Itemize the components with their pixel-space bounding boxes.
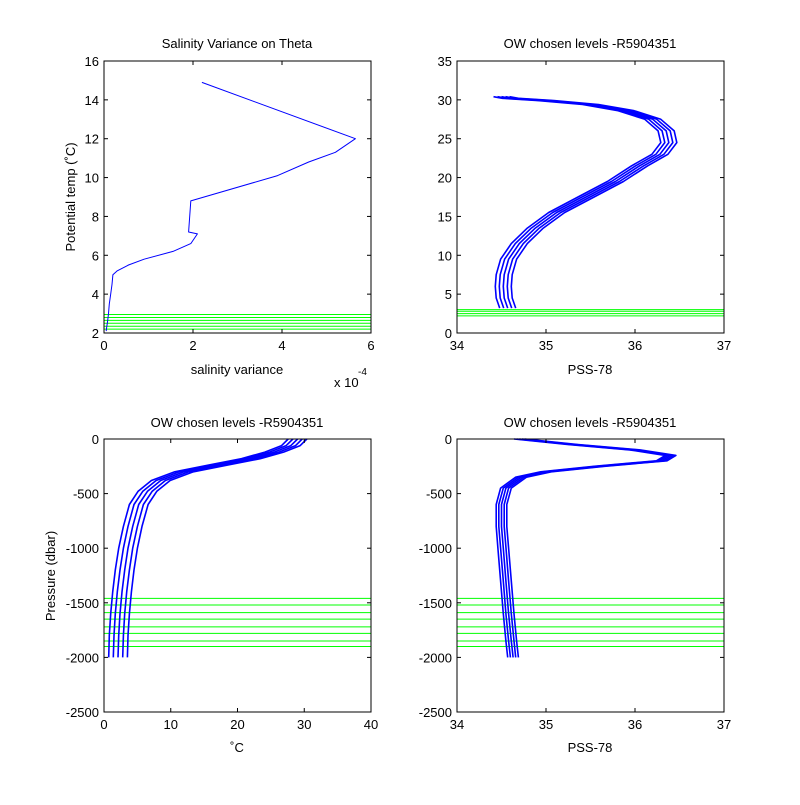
y-tick-label: -500 — [73, 487, 99, 502]
y-tick-label: 8 — [92, 209, 99, 224]
profile-band-line — [505, 438, 677, 658]
axes-frame — [103, 60, 372, 334]
x-tick-label: 30 — [297, 717, 311, 732]
y-tick-label: -1500 — [419, 596, 452, 611]
x-exponent-base: x 10 — [334, 375, 359, 390]
x-tick-label: 34 — [450, 717, 464, 732]
y-axis-label: Potential temp (˚C) — [63, 142, 78, 251]
profile-band-line — [503, 438, 675, 658]
y-tick-label: 2 — [92, 326, 99, 341]
y-tick-label: 6 — [92, 248, 99, 263]
profile-band-line — [112, 438, 294, 658]
y-tick-label: -500 — [426, 487, 452, 502]
y-tick-label: -1000 — [66, 541, 99, 556]
x-tick-label: 4 — [278, 338, 285, 353]
y-tick-label: 25 — [438, 132, 452, 147]
x-tick-label: 40 — [364, 717, 378, 732]
y-tick-label: 14 — [85, 93, 99, 108]
y-tick-label: -2000 — [419, 650, 452, 665]
x-tick-label: 2 — [189, 338, 196, 353]
panel-title: OW chosen levels -R5904351 — [504, 36, 677, 51]
profile-band-line — [505, 95, 674, 309]
x-tick-label: 35 — [539, 338, 553, 353]
x-tick-label: 36 — [628, 338, 642, 353]
x-tick-label: 37 — [717, 338, 731, 353]
axes-frame — [456, 438, 725, 713]
x-tick-label: 6 — [367, 338, 374, 353]
profile-line — [105, 81, 356, 332]
x-tick-label: 0 — [100, 338, 107, 353]
y-tick-label: 0 — [92, 432, 99, 447]
profile-band-line — [126, 438, 308, 658]
y-tick-label: -1000 — [419, 541, 452, 556]
x-tick-label: 35 — [539, 717, 553, 732]
x-tick-label: 20 — [230, 717, 244, 732]
y-tick-label: 12 — [85, 132, 99, 147]
panel-pressure-salinity: OW chosen levels -R5904351 PSS-78 34 35 36… — [419, 415, 731, 755]
y-tick-label: 0 — [445, 326, 452, 341]
y-tick-label: 15 — [438, 209, 452, 224]
y-tick-label: 20 — [438, 171, 452, 186]
panel-theta-salinity: OW chosen levels -R5904351 PSS-78 34 35 36… — [438, 36, 732, 377]
panel-pressure-temperature: OW chosen levels -R5904351 ˚C Pressure (… — [43, 415, 378, 755]
x-axis-label: PSS-78 — [568, 740, 613, 755]
x-axis-label: PSS-78 — [568, 362, 613, 377]
y-tick-label: 30 — [438, 93, 452, 108]
x-tick-label: 0 — [100, 717, 107, 732]
x-axis-label: salinity variance — [191, 362, 284, 377]
x-tick-label: 34 — [450, 338, 464, 353]
y-tick-label: -2500 — [66, 705, 99, 720]
profile-band-line — [495, 438, 667, 658]
profile-band-line — [107, 438, 289, 658]
profile-band-line — [121, 438, 303, 658]
y-tick-label: -2000 — [66, 650, 99, 665]
y-tick-label: 5 — [445, 287, 452, 302]
y-axis-label: Pressure (dbar) — [43, 531, 58, 621]
y-tick-label: 35 — [438, 54, 452, 69]
panel-title: Salinity Variance on Theta — [162, 36, 313, 51]
profile-band-line — [497, 438, 669, 658]
panel-title: OW chosen levels -R5904351 — [151, 415, 324, 430]
x-exponent-power: -4 — [358, 367, 367, 378]
x-tick-label: 36 — [628, 717, 642, 732]
profile-line — [117, 438, 299, 658]
y-tick-label: 10 — [85, 171, 99, 186]
x-tick-label: 10 — [164, 717, 178, 732]
y-tick-label: -1500 — [66, 596, 99, 611]
profile-line — [500, 438, 672, 658]
y-tick-label: 10 — [438, 248, 452, 263]
panel-title: OW chosen levels -R5904351 — [504, 415, 677, 430]
y-tick-label: 4 — [92, 287, 99, 302]
y-tick-label: 0 — [445, 432, 452, 447]
panel-salinity-variance: Salinity Variance on Theta salinity vari… — [63, 36, 375, 390]
x-axis-label: ˚C — [230, 740, 244, 755]
x-tick-label: 37 — [717, 717, 731, 732]
axes-frame — [103, 438, 372, 713]
y-tick-label: -2500 — [419, 705, 452, 720]
profile-band-line — [509, 95, 678, 309]
axes-frame — [456, 60, 725, 334]
y-tick-label: 16 — [85, 54, 99, 69]
